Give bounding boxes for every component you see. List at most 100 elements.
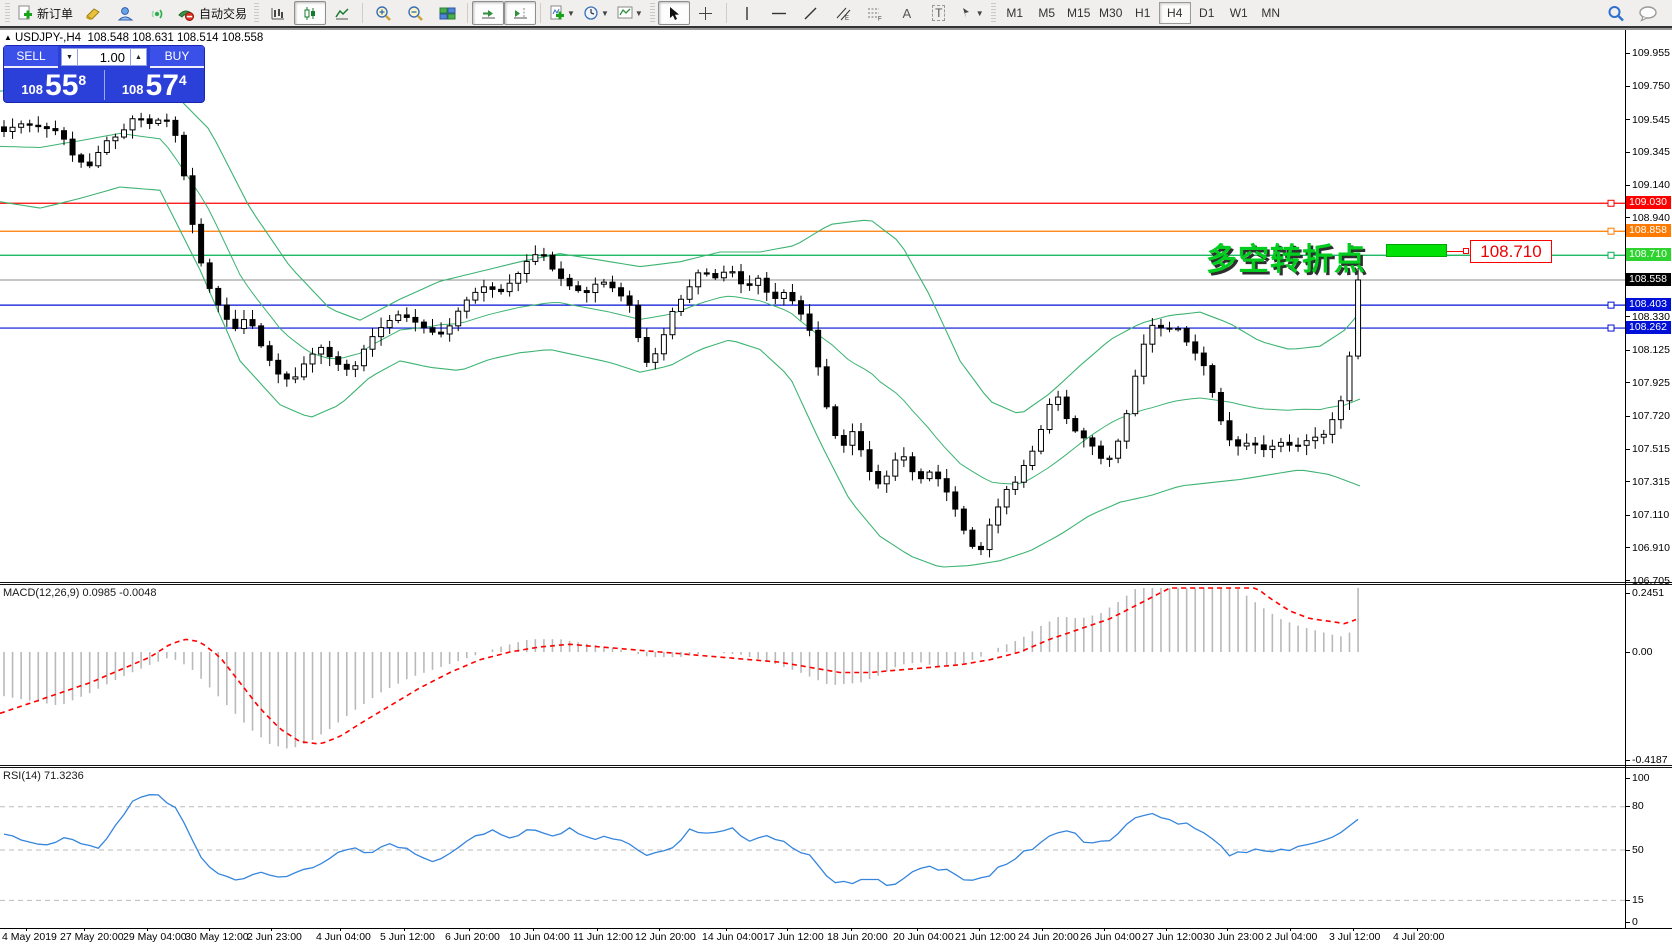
periods-button[interactable]: ▼ bbox=[579, 1, 613, 25]
text-label-button[interactable]: T bbox=[923, 1, 955, 25]
candle-bull bbox=[1277, 441, 1284, 447]
candle-bear bbox=[326, 346, 333, 358]
sell-button[interactable]: SELL bbox=[4, 46, 58, 68]
annotation-rectangle[interactable] bbox=[1386, 244, 1447, 257]
timeframe-m5[interactable]: M5 bbox=[1038, 6, 1056, 20]
buy-price[interactable]: 108 57 4 bbox=[105, 68, 205, 102]
fibonacci-icon: F bbox=[867, 6, 883, 21]
cursor-button[interactable] bbox=[657, 1, 690, 25]
arrows-button[interactable]: ▼ bbox=[955, 1, 988, 25]
candle-bull bbox=[1269, 445, 1276, 451]
toolbar-grip[interactable] bbox=[5, 3, 10, 23]
horizontal-line-button[interactable] bbox=[763, 1, 795, 25]
timeframe-mn[interactable]: MN bbox=[1261, 6, 1281, 20]
auto-trading-button[interactable]: 自动交易 bbox=[173, 1, 251, 25]
indicators-button[interactable]: ▼ bbox=[545, 1, 579, 25]
price-line-handle[interactable] bbox=[1607, 324, 1615, 332]
candle-bull bbox=[1346, 355, 1353, 402]
candle-bull bbox=[686, 286, 693, 300]
candle-bear bbox=[1166, 327, 1173, 330]
candle-bear bbox=[189, 175, 196, 225]
one-click-trade-panel: SELL ▼ 1.00 ▲ BUY 108 55 8 108 57 4 bbox=[3, 45, 205, 103]
candle-bear bbox=[712, 273, 719, 279]
trendline-button[interactable] bbox=[795, 1, 827, 25]
chart-shift-button[interactable] bbox=[504, 1, 537, 25]
auto-scroll-button[interactable] bbox=[472, 1, 505, 25]
profile-button[interactable] bbox=[109, 1, 141, 25]
new-order-button[interactable]: 新订单 bbox=[13, 1, 77, 25]
signal-button[interactable] bbox=[141, 1, 173, 25]
price-line-handle[interactable] bbox=[1607, 251, 1615, 259]
metaeditor-button[interactable] bbox=[77, 1, 109, 25]
text-button[interactable]: A bbox=[891, 1, 923, 25]
cursor-icon bbox=[667, 6, 681, 21]
price-line-handle[interactable] bbox=[1607, 199, 1615, 207]
candle-bull bbox=[678, 298, 685, 312]
signal-icon bbox=[149, 6, 166, 21]
volume-input[interactable]: 1.00 bbox=[78, 48, 130, 66]
candle-bear bbox=[489, 286, 496, 290]
toolbar-grip[interactable] bbox=[990, 3, 996, 23]
candle-bull bbox=[112, 136, 119, 142]
candle-bear bbox=[635, 304, 642, 339]
price-line-handle[interactable] bbox=[1607, 227, 1615, 235]
volume-increase-button[interactable]: ▲ bbox=[130, 48, 147, 66]
timeframe-h4[interactable]: H4 bbox=[1158, 2, 1191, 24]
line-chart-icon bbox=[334, 6, 350, 21]
candle-bear bbox=[858, 431, 864, 451]
vertical-line-button[interactable] bbox=[731, 1, 763, 25]
oneclick-collapse-icon[interactable]: ▲ bbox=[4, 33, 12, 42]
timeframe-m1[interactable]: M1 bbox=[1006, 6, 1024, 20]
indicators-icon bbox=[549, 5, 565, 21]
symbol-search-button[interactable] bbox=[1600, 1, 1632, 25]
candle-bear bbox=[1089, 437, 1096, 447]
timeframe-h1[interactable]: H1 bbox=[1135, 6, 1151, 20]
candle-bear bbox=[78, 154, 85, 163]
crosshair-button[interactable] bbox=[690, 1, 722, 25]
timeframe-m15[interactable]: M15 bbox=[1067, 6, 1091, 20]
zoom-in-button[interactable] bbox=[367, 1, 399, 25]
candle-bear bbox=[1183, 328, 1190, 343]
timeframe-m30[interactable]: M30 bbox=[1099, 6, 1123, 20]
zoom-out-button[interactable] bbox=[399, 1, 431, 25]
candle-bull bbox=[720, 271, 727, 279]
tile-windows-button[interactable] bbox=[431, 1, 463, 25]
candle-bull bbox=[18, 123, 25, 128]
annotation-price-box[interactable]: 108.710 bbox=[1470, 240, 1552, 263]
candle-bull bbox=[1303, 440, 1310, 446]
candle-bull bbox=[395, 314, 402, 321]
toolbar-grip[interactable] bbox=[649, 3, 655, 23]
sell-price[interactable]: 108 55 8 bbox=[4, 68, 104, 102]
timeframe-w1[interactable]: W1 bbox=[1229, 6, 1248, 20]
chart-candles-button[interactable] bbox=[294, 1, 327, 25]
candle-bull bbox=[995, 506, 1002, 526]
candle-bear bbox=[403, 314, 410, 318]
buy-button[interactable]: BUY bbox=[150, 46, 204, 68]
equidistant-channel-button[interactable]: E bbox=[827, 1, 859, 25]
annotation-handle[interactable] bbox=[1463, 248, 1469, 254]
candle-bull bbox=[1106, 457, 1113, 460]
candle-bear bbox=[960, 508, 967, 531]
candle-bull bbox=[1012, 481, 1019, 490]
chat-button[interactable] bbox=[1632, 1, 1664, 25]
chart-line-button[interactable] bbox=[326, 1, 358, 25]
fibonacci-button[interactable]: F bbox=[859, 1, 891, 25]
candle-bear bbox=[840, 435, 847, 446]
symbol-ohlc-label: USDJPY-,H4 108.548 108.631 108.514 108.5… bbox=[15, 32, 263, 44]
candle-bull bbox=[892, 459, 899, 477]
candle-bear bbox=[138, 118, 145, 121]
toolbar-grip[interactable] bbox=[254, 3, 260, 23]
volume-decrease-button[interactable]: ▼ bbox=[61, 48, 78, 66]
timeframe-d1[interactable]: D1 bbox=[1199, 6, 1215, 20]
candle-bull bbox=[378, 327, 385, 338]
candle-bear bbox=[412, 316, 419, 323]
annotation-text[interactable]: 多空转折点 bbox=[1206, 242, 1366, 277]
candle-bear bbox=[763, 277, 770, 293]
price-line-handle[interactable] bbox=[1607, 301, 1615, 309]
candle-bull bbox=[900, 456, 907, 461]
chart-bars-button[interactable] bbox=[262, 1, 294, 25]
candle-bull bbox=[592, 283, 599, 294]
templates-button[interactable]: ▼ bbox=[613, 1, 647, 25]
